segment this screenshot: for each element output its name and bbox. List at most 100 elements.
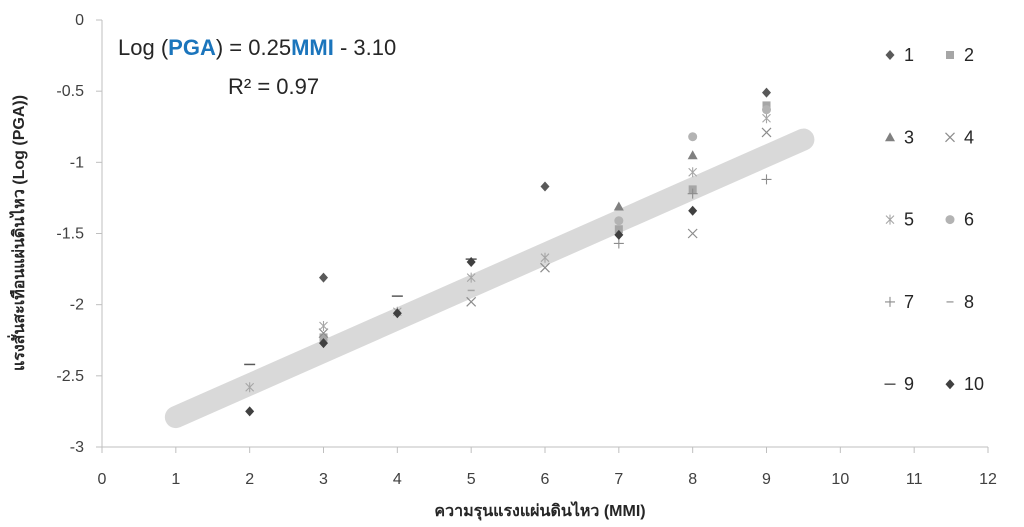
legend-item-2: 2 — [946, 45, 974, 65]
y-axis-title: แรงสั่นสะเทือนแผ่นดินไหว (Log (PGA)) — [7, 95, 28, 371]
legend-item-9: 9 — [884, 374, 914, 394]
x-axis-title: ความรุนแรงแผ่นดินไหว (MMI) — [434, 501, 645, 521]
legend-marker-diamond — [945, 379, 955, 390]
y-tick-label: -1 — [70, 154, 84, 171]
x-tick-label: 9 — [762, 471, 771, 488]
point-series-5 — [245, 382, 255, 393]
point-series-5 — [688, 167, 698, 178]
equation-coefficient: ) = 0.25 — [216, 35, 291, 60]
legend-label: 6 — [964, 210, 974, 230]
plus-marker — [613, 238, 624, 249]
y-tick-label: -2 — [70, 297, 84, 314]
equation-prefix: Log ( — [118, 35, 169, 60]
y-tick-label: 0 — [75, 12, 84, 29]
legend-marker-plus — [885, 296, 895, 307]
legend-item-7: 7 — [885, 292, 914, 312]
circle-marker — [945, 215, 955, 225]
legend-item-10: 10 — [945, 374, 984, 394]
point-series-4 — [540, 262, 550, 273]
x-tick-label: 1 — [171, 471, 180, 488]
triangle-marker — [687, 150, 698, 160]
diamond-marker — [466, 256, 476, 267]
x-tick-label: 0 — [98, 471, 107, 488]
point-series-2 — [319, 333, 328, 342]
x-tick-label: 2 — [245, 471, 254, 488]
diamond-marker — [945, 379, 955, 390]
point-series-10 — [319, 338, 328, 349]
point-series-4 — [466, 296, 477, 307]
point-series-5 — [762, 113, 771, 124]
point-series-1 — [319, 272, 328, 283]
point-series-10 — [392, 308, 402, 319]
legend-label: 4 — [964, 127, 974, 147]
point-series-2 — [614, 225, 623, 234]
r-squared: R² = 0.97 — [228, 74, 319, 99]
legend-label: 7 — [904, 292, 914, 312]
asterisk-marker — [319, 321, 328, 332]
x-tick-label: 12 — [979, 471, 997, 488]
legend-item-4: 4 — [945, 127, 974, 147]
triangle-marker — [885, 132, 895, 142]
point-series-7 — [613, 238, 624, 249]
diamond-marker — [885, 50, 895, 60]
legend-label: 5 — [904, 210, 914, 230]
point-series-5 — [540, 252, 550, 263]
equation-y-variable: PGA — [168, 35, 216, 60]
point-series-5 — [319, 321, 328, 332]
x-tick-label: 5 — [467, 471, 476, 488]
equation-intercept: - 3.10 — [334, 35, 396, 60]
legend-label: 3 — [904, 127, 914, 147]
legend-label: 10 — [964, 374, 984, 394]
x-tick-label: 7 — [614, 471, 623, 488]
y-tick-label: -1.5 — [56, 226, 84, 243]
legend-item-3: 3 — [885, 127, 914, 147]
diamond-marker — [245, 406, 255, 417]
diamond-marker — [319, 272, 328, 283]
legend-item-1: 1 — [885, 45, 914, 65]
x-tick-label: 11 — [906, 471, 923, 488]
diamond-marker — [540, 181, 550, 192]
diamond-marker — [392, 308, 402, 319]
diamond-marker — [614, 229, 624, 240]
triangle-marker — [613, 201, 624, 211]
point-series-6 — [688, 132, 698, 142]
x-marker — [687, 228, 698, 239]
point-series-3 — [687, 150, 698, 160]
trendline — [164, 128, 815, 429]
point-series-10 — [614, 229, 624, 240]
plus-marker — [885, 296, 895, 307]
legend-marker-square — [946, 51, 954, 59]
square-marker — [946, 51, 954, 59]
point-series-6 — [614, 216, 624, 226]
point-series-6 — [762, 105, 771, 115]
point-series-1 — [762, 87, 771, 98]
legend-marker-triangle — [885, 132, 895, 142]
regression-equation: Log (PGA) = 0.25MMI - 3.10 — [118, 35, 396, 60]
x-marker — [761, 127, 772, 138]
trendline-layer — [164, 128, 815, 429]
x-tick-label: 4 — [393, 471, 402, 488]
point-series-10 — [245, 406, 255, 417]
legend-label: 8 — [964, 292, 974, 312]
y-tick-label: -2.5 — [56, 368, 84, 385]
point-series-7 — [687, 188, 698, 199]
legend-label: 9 — [904, 374, 914, 394]
asterisk-marker — [466, 272, 476, 283]
point-series-7 — [761, 174, 772, 185]
plus-marker — [761, 174, 772, 185]
asterisk-marker — [688, 167, 698, 178]
x-tick-label: 8 — [688, 471, 697, 488]
legend-label: 2 — [964, 45, 974, 65]
legend-marker-x — [945, 132, 955, 143]
point-series-4 — [761, 127, 772, 138]
point-series-10 — [466, 256, 476, 267]
y-tick-label: -3 — [70, 439, 84, 456]
square-marker — [319, 333, 328, 342]
asterisk-marker — [540, 252, 550, 263]
plus-marker — [687, 188, 698, 199]
circle-marker — [762, 105, 771, 115]
axes: 0-0.5-1-1.5-2-2.5-30 1 2 3 4 5 6 7 8 9 10 11 12 — [56, 12, 997, 488]
x-marker — [540, 262, 550, 273]
equation-x-variable: MMI — [291, 35, 334, 60]
